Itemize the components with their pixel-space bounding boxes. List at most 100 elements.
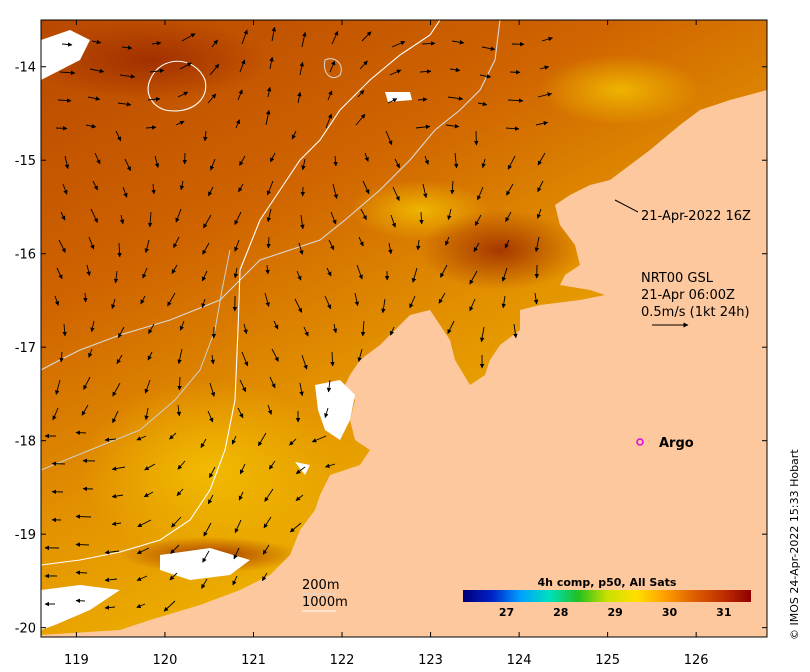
current-vector bbox=[104, 550, 120, 555]
current-vector bbox=[474, 214, 482, 226]
plot-frame bbox=[40, 19, 768, 638]
current-source-label: NRT00 GSL bbox=[641, 271, 714, 286]
current-vector bbox=[179, 180, 185, 191]
current-vector bbox=[167, 292, 176, 307]
current-vector bbox=[201, 298, 206, 308]
pass-time-label: 21-Apr-2022 16Z bbox=[641, 209, 751, 224]
current-vector bbox=[209, 158, 216, 171]
current-vector bbox=[477, 186, 484, 201]
contour-1000m bbox=[41, 20, 441, 566]
current-vector bbox=[117, 102, 132, 107]
current-vector bbox=[539, 65, 550, 70]
colorbar-tick-label: 30 bbox=[662, 606, 678, 619]
current-vector bbox=[513, 323, 518, 339]
x-tick-label: 123 bbox=[418, 653, 443, 668]
current-vector bbox=[203, 130, 208, 142]
current-vector bbox=[326, 379, 332, 393]
x-tick-label: 125 bbox=[595, 653, 620, 668]
current-vector bbox=[440, 264, 448, 278]
current-vector bbox=[85, 123, 97, 129]
x-tick-label: 126 bbox=[684, 653, 709, 668]
current-vector bbox=[170, 544, 180, 554]
current-vector bbox=[200, 438, 207, 449]
current-vector bbox=[535, 121, 549, 126]
current-vector bbox=[94, 152, 101, 165]
current-vector bbox=[119, 74, 136, 79]
current-vector bbox=[261, 572, 268, 582]
current-vector bbox=[55, 379, 61, 395]
current-vector bbox=[181, 33, 196, 42]
current-vector bbox=[239, 59, 246, 73]
current-vector bbox=[359, 60, 368, 70]
current-vector bbox=[143, 491, 154, 498]
current-vector bbox=[422, 183, 428, 199]
current-vector bbox=[419, 69, 432, 74]
current-vector bbox=[469, 298, 476, 312]
contour-200m bbox=[41, 20, 501, 371]
current-vector bbox=[62, 323, 67, 337]
argo-marker bbox=[636, 438, 644, 446]
current-vector bbox=[477, 101, 488, 107]
current-vector bbox=[81, 404, 89, 416]
current-vector bbox=[169, 432, 177, 440]
y-tick-label: -14 bbox=[15, 61, 36, 76]
current-vector bbox=[303, 326, 309, 337]
current-vector bbox=[264, 488, 274, 502]
current-vector bbox=[333, 155, 338, 167]
current-vector bbox=[144, 407, 149, 421]
current-vector bbox=[203, 522, 212, 537]
current-vector bbox=[447, 320, 455, 334]
current-vector bbox=[298, 242, 304, 255]
current-vector bbox=[179, 320, 185, 331]
current-vector bbox=[171, 516, 182, 528]
current-vector bbox=[269, 152, 276, 163]
current-vector bbox=[232, 575, 238, 586]
current-vector bbox=[58, 239, 66, 253]
current-vector bbox=[211, 39, 218, 48]
current-vector bbox=[202, 242, 210, 255]
current-vector bbox=[296, 270, 302, 281]
current-vector bbox=[501, 295, 506, 309]
current-vector bbox=[506, 183, 514, 196]
current-vector bbox=[92, 180, 98, 191]
current-vector bbox=[201, 578, 208, 589]
current-vector bbox=[113, 270, 119, 284]
current-vector bbox=[419, 211, 424, 225]
colorbar-tick-label: 29 bbox=[607, 606, 622, 619]
current-vector bbox=[469, 270, 478, 285]
current-vector bbox=[238, 183, 244, 193]
y-tick-label: -19 bbox=[15, 528, 36, 543]
current-vector bbox=[203, 214, 212, 229]
current-vector bbox=[501, 267, 508, 282]
current-vector bbox=[388, 242, 393, 255]
current-vector bbox=[140, 295, 146, 305]
no-data-patch bbox=[41, 585, 120, 630]
current-time-label: 21-Apr 06:00Z bbox=[641, 288, 735, 303]
current-vector bbox=[479, 74, 492, 79]
current-vector bbox=[301, 354, 308, 370]
current-vector bbox=[481, 46, 496, 51]
current-vector bbox=[409, 295, 416, 309]
pass-time-leader bbox=[614, 199, 639, 213]
current-vector bbox=[144, 239, 150, 254]
current-vector bbox=[265, 109, 271, 126]
current-vector bbox=[268, 460, 276, 470]
current-vector bbox=[56, 267, 63, 280]
current-vector bbox=[411, 267, 418, 283]
current-vector bbox=[151, 183, 156, 195]
current-vector bbox=[311, 435, 327, 443]
current-vector bbox=[356, 264, 363, 280]
current-vector bbox=[117, 242, 122, 258]
current-vector bbox=[300, 214, 305, 230]
current-vector bbox=[209, 382, 216, 397]
current-vector bbox=[330, 351, 335, 367]
current-vector bbox=[447, 208, 452, 221]
current-vector bbox=[209, 63, 220, 76]
y-tick-label: -16 bbox=[15, 248, 36, 263]
current-vector bbox=[453, 152, 459, 169]
current-vector bbox=[175, 120, 185, 126]
current-vector bbox=[360, 320, 366, 337]
current-vector bbox=[234, 519, 242, 534]
current-vector bbox=[207, 494, 214, 505]
